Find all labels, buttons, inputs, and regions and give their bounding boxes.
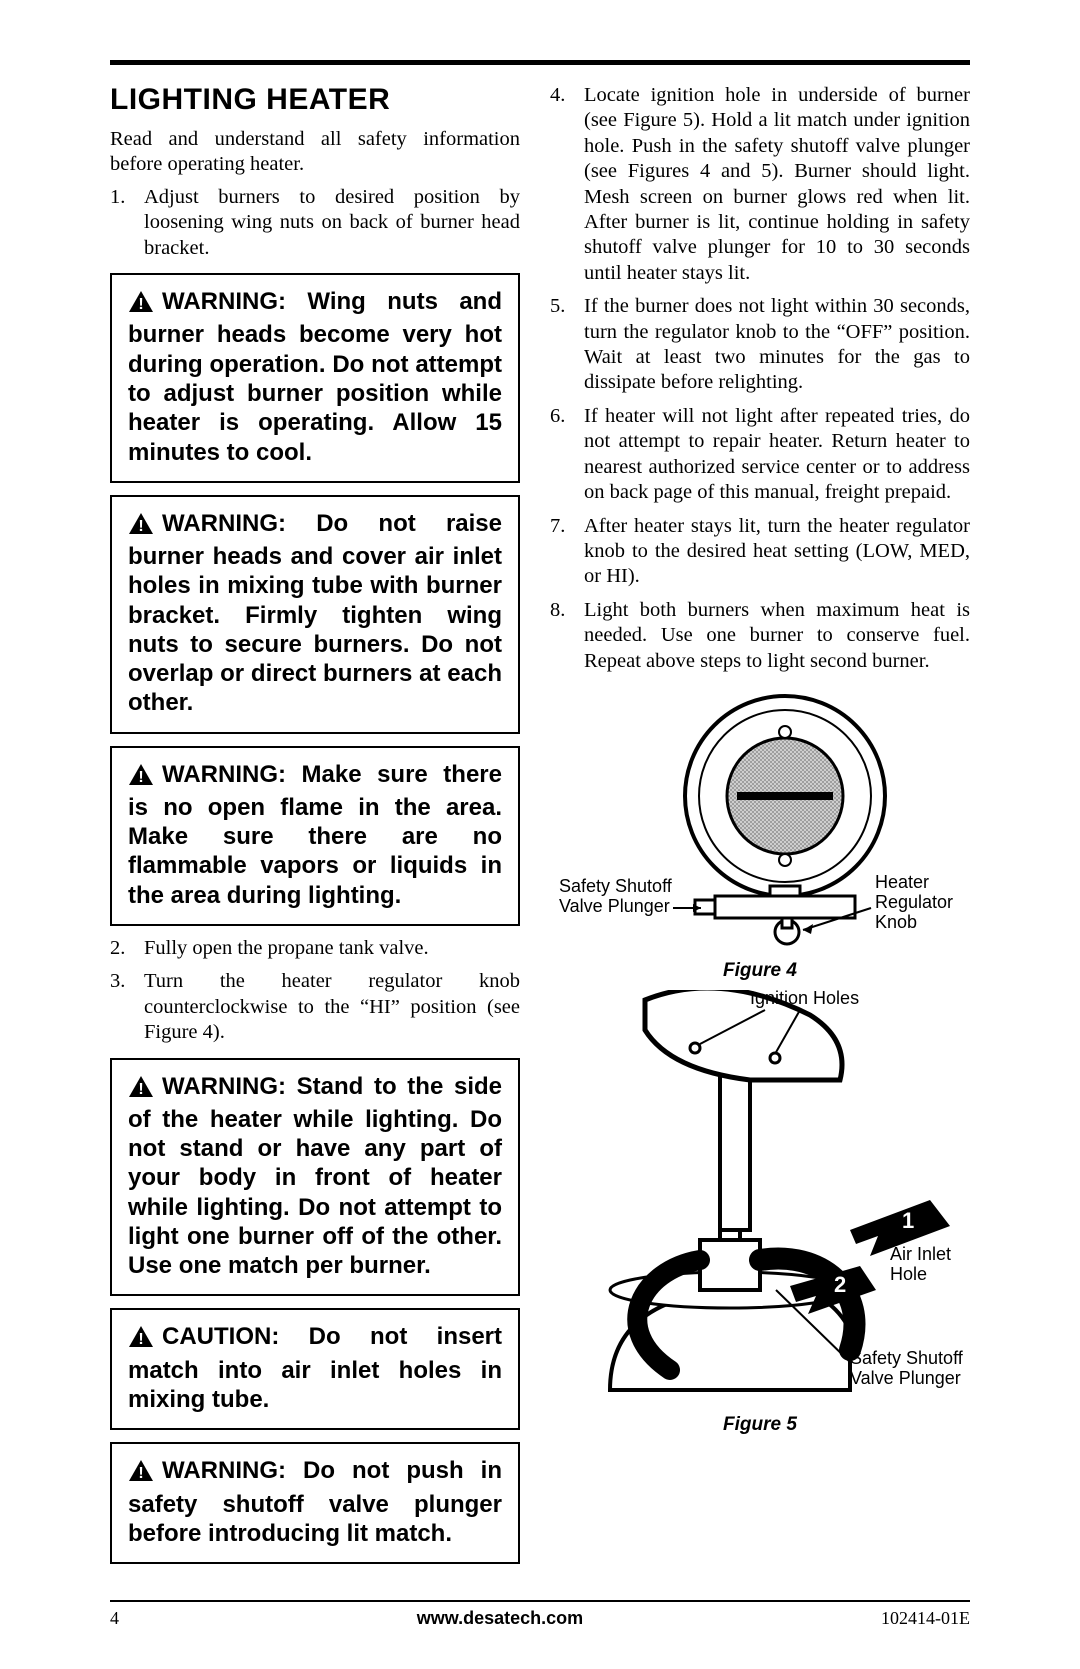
page: LIGHTING HEATER Read and understand all … xyxy=(0,0,1080,1669)
svg-text:!: ! xyxy=(138,1465,143,1482)
caution-box: !CAUTION: Do not insert match into air i… xyxy=(110,1308,520,1430)
warning-label: WARNING: xyxy=(162,1073,286,1100)
top-rule xyxy=(110,60,970,65)
step-item: Light both burners when maximum heat is … xyxy=(550,598,970,674)
svg-text:!: ! xyxy=(138,518,143,535)
svg-text:Air InletHole: Air InletHole xyxy=(890,1244,951,1284)
warning-text: ! WARNING: Stand to the side of the heate… xyxy=(128,1072,502,1281)
right-column: Locate ignition hole in underside of bur… xyxy=(550,83,970,1574)
warning-text: !WARNING: Do not push in safety shutoff … xyxy=(128,1456,502,1548)
warning-body: Stand to the side of the heater while li… xyxy=(128,1073,502,1280)
svg-text:Safety ShutoffValve Plunger: Safety ShutoffValve Plunger xyxy=(850,1348,964,1388)
warning-box: !WARNING: Wing nuts and burner heads bec… xyxy=(110,273,520,483)
step-item: Adjust burners to desired position by lo… xyxy=(110,185,520,261)
warning-label: WARNING: xyxy=(162,288,286,315)
figure-5-svg: 1 2 Ignition Holes Air InletHole Safety … xyxy=(550,990,970,1410)
warning-label: WARNING: xyxy=(162,761,286,788)
step-item: After heater stays lit, turn the heater … xyxy=(550,514,970,590)
figure-4-caption: Figure 4 xyxy=(550,960,970,982)
footer-url: www.desatech.com xyxy=(417,1608,583,1629)
warning-text: ! WARNING: Do not raise burner heads and … xyxy=(128,509,502,718)
warning-icon: ! xyxy=(128,763,154,793)
svg-text:!: ! xyxy=(138,769,143,786)
step-item: If the burner does not light within 30 s… xyxy=(550,294,970,396)
svg-text:2: 2 xyxy=(834,1272,846,1297)
figure-4: Safety ShutoffValve Plunger HeaterRegula… xyxy=(550,686,970,982)
step-item: Turn the heater regulator knob countercl… xyxy=(110,969,520,1045)
svg-text:Safety ShutoffValve Plunger: Safety ShutoffValve Plunger xyxy=(559,876,673,916)
step-item: If heater will not light after repeated … xyxy=(550,404,970,506)
figure-5-caption: Figure 5 xyxy=(550,1414,970,1436)
warning-box: !WARNING: Make sure there is no open fla… xyxy=(110,746,520,926)
steps-list-b: Fully open the propane tank valve. Turn … xyxy=(110,936,520,1046)
warning-box: !WARNING: Do not push in safety shutoff … xyxy=(110,1442,520,1564)
warning-icon: ! xyxy=(128,1325,154,1355)
warning-icon: ! xyxy=(128,1075,154,1105)
two-column-layout: LIGHTING HEATER Read and understand all … xyxy=(110,83,970,1574)
steps-list-a: Adjust burners to desired position by lo… xyxy=(110,185,520,261)
steps-list-right: Locate ignition hole in underside of bur… xyxy=(550,83,970,674)
svg-text:!: ! xyxy=(138,1081,143,1098)
warning-text: !WARNING: Make sure there is no open fla… xyxy=(128,760,502,910)
svg-text:1: 1 xyxy=(902,1208,914,1233)
warning-icon: ! xyxy=(128,1459,154,1489)
step-item: Locate ignition hole in underside of bur… xyxy=(550,83,970,286)
warning-label: WARNING: xyxy=(162,1457,286,1484)
warning-body: Do not raise burner heads and cover air … xyxy=(128,510,502,717)
figure-5-label-ignition: Ignition Holes xyxy=(750,990,859,1008)
figure-4-svg: Safety ShutoffValve Plunger HeaterRegula… xyxy=(555,686,965,956)
warning-text: !WARNING: Wing nuts and burner heads bec… xyxy=(128,287,502,467)
svg-text:!: ! xyxy=(138,1331,143,1348)
warning-box: ! WARNING: Stand to the side of the heate… xyxy=(110,1058,520,1297)
step-item: Fully open the propane tank valve. xyxy=(110,936,520,961)
warning-icon: ! xyxy=(128,290,154,320)
intro-text: Read and understand all safety informati… xyxy=(110,127,520,177)
svg-text:HeaterRegulatorKnob: HeaterRegulatorKnob xyxy=(875,872,953,932)
svg-text:!: ! xyxy=(138,296,143,313)
section-title: LIGHTING HEATER xyxy=(110,83,520,117)
warning-icon: ! xyxy=(128,512,154,542)
left-column: LIGHTING HEATER Read and understand all … xyxy=(110,83,520,1574)
warning-box: ! WARNING: Do not raise burner heads and … xyxy=(110,495,520,734)
caution-text: !CAUTION: Do not insert match into air i… xyxy=(128,1322,502,1414)
page-footer: 4 www.desatech.com 102414-01E xyxy=(110,1600,970,1629)
warning-label: WARNING: xyxy=(162,510,286,537)
caution-label: CAUTION: xyxy=(162,1323,279,1350)
footer-page-number: 4 xyxy=(110,1608,119,1629)
footer-rule xyxy=(110,1600,970,1602)
footer-doc-id: 102414-01E xyxy=(881,1608,970,1629)
figure-5: 1 2 Ignition Holes Air InletHole Safety … xyxy=(550,990,970,1436)
